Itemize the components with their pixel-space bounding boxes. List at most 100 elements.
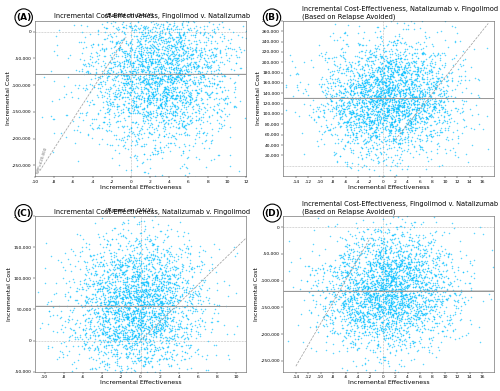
- Point: [376, 260, 384, 266]
- Point: [150, 329, 158, 335]
- Point: [157, 280, 165, 286]
- Point: [338, 302, 345, 308]
- Point: [395, 268, 403, 274]
- Point: [374, 69, 382, 75]
- Point: [348, 127, 356, 133]
- Point: [443, 313, 451, 319]
- Point: [100, 383, 108, 389]
- Point: [323, 267, 331, 273]
- Point: [324, 84, 332, 90]
- Point: [121, 260, 129, 266]
- Point: [133, 294, 141, 301]
- Point: [432, 104, 440, 111]
- Point: [146, 92, 154, 98]
- Point: [424, 265, 432, 271]
- Point: [164, 23, 172, 29]
- Point: [130, 92, 138, 99]
- Point: [374, 75, 382, 82]
- Point: [411, 64, 419, 70]
- Point: [126, 91, 134, 98]
- Point: [159, 4, 167, 10]
- Point: [348, 138, 356, 144]
- Point: [66, 284, 74, 291]
- Point: [474, 92, 482, 99]
- Point: [106, 339, 114, 346]
- Point: [365, 114, 373, 120]
- Point: [406, 150, 414, 156]
- Point: [164, 321, 172, 327]
- Point: [198, 8, 205, 14]
- Point: [163, 258, 171, 265]
- Point: [414, 83, 422, 90]
- Point: [141, 64, 149, 70]
- Point: [112, 119, 120, 126]
- Point: [388, 79, 396, 85]
- Point: [431, 103, 439, 109]
- Point: [396, 56, 404, 62]
- Point: [162, 312, 170, 318]
- Point: [408, 284, 416, 291]
- Point: [388, 112, 396, 118]
- Point: [142, 80, 150, 86]
- Point: [86, 253, 94, 259]
- Point: [377, 79, 385, 85]
- Point: [167, 65, 175, 72]
- Point: [398, 233, 406, 239]
- Point: [172, 92, 180, 98]
- Point: [366, 268, 374, 274]
- Point: [54, 27, 62, 33]
- Point: [378, 277, 386, 283]
- Point: [146, 291, 154, 297]
- Point: [414, 68, 422, 74]
- Point: [417, 308, 425, 314]
- Point: [402, 273, 410, 280]
- Point: [352, 90, 360, 96]
- Point: [192, 335, 200, 341]
- Point: [396, 127, 404, 134]
- Point: [448, 75, 456, 81]
- Point: [434, 76, 442, 82]
- Point: [116, 67, 124, 74]
- Point: [170, 263, 177, 269]
- Point: [357, 386, 365, 391]
- Point: [358, 303, 366, 309]
- Point: [363, 115, 371, 121]
- Point: [152, 107, 160, 113]
- Point: [382, 76, 390, 83]
- Point: [408, 106, 416, 113]
- Point: [209, 4, 217, 10]
- Point: [118, 27, 126, 34]
- Point: [188, 94, 196, 100]
- Point: [425, 308, 433, 314]
- Point: [121, 300, 129, 306]
- Point: [392, 286, 400, 292]
- Point: [340, 256, 348, 262]
- Point: [198, 31, 206, 38]
- Point: [404, 301, 411, 307]
- Point: [122, 315, 130, 321]
- Point: [86, 283, 94, 289]
- Point: [432, 59, 440, 65]
- Point: [475, 323, 483, 330]
- Point: [115, 316, 123, 322]
- Point: [394, 63, 402, 69]
- Point: [404, 78, 411, 84]
- Point: [384, 65, 392, 72]
- Point: [437, 90, 445, 96]
- Point: [358, 243, 366, 249]
- Point: [155, 314, 163, 321]
- Point: [94, 42, 102, 48]
- Point: [106, 100, 114, 106]
- Point: [425, 253, 433, 259]
- Point: [330, 308, 338, 314]
- Point: [174, 74, 182, 80]
- Point: [130, 260, 138, 267]
- Point: [356, 308, 364, 314]
- Point: [459, 269, 467, 275]
- Point: [156, 28, 164, 34]
- Point: [158, 76, 166, 83]
- Point: [448, 319, 456, 326]
- Point: [136, 230, 144, 237]
- Point: [120, 94, 128, 100]
- Point: [116, 103, 124, 109]
